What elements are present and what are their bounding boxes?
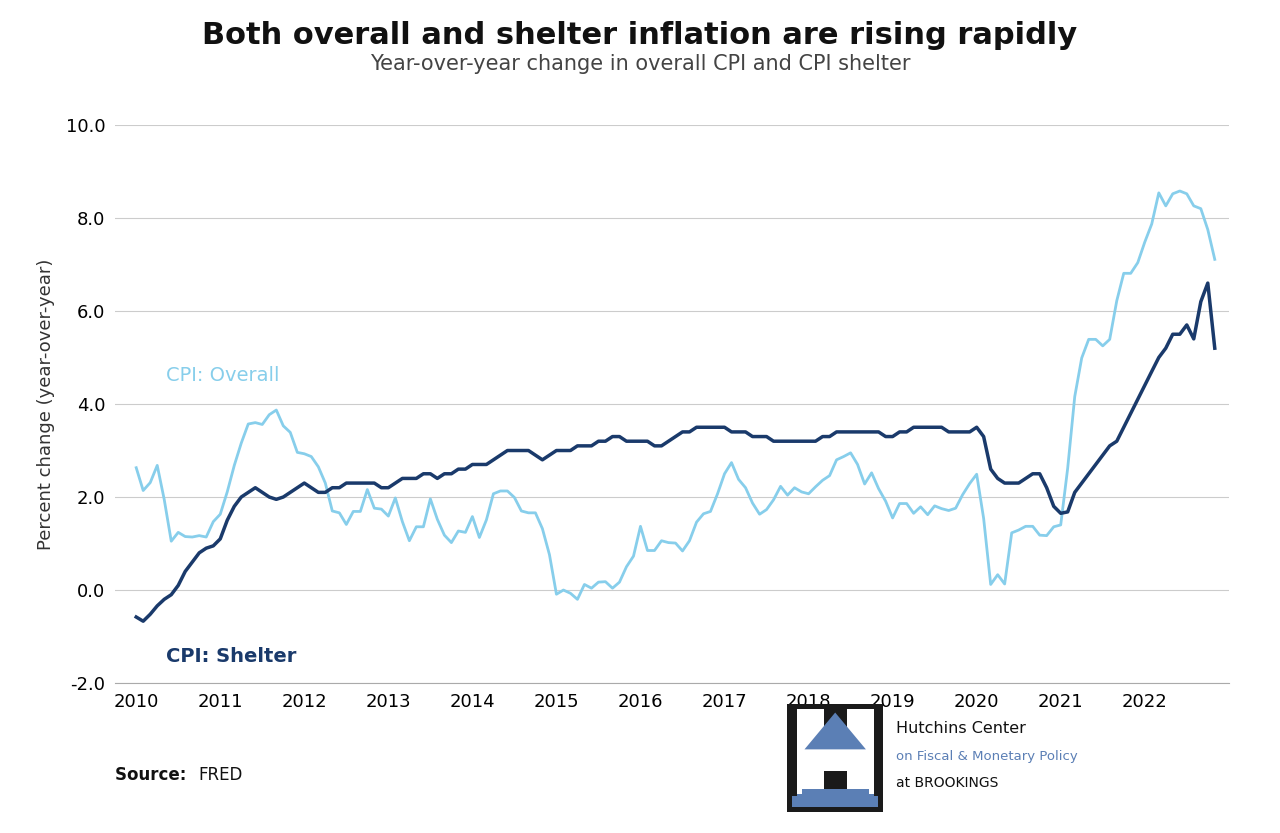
Bar: [796, 747, 874, 771]
Bar: [796, 794, 874, 801]
Bar: [847, 709, 874, 806]
Text: FRED: FRED: [198, 766, 243, 784]
Text: Source:: Source:: [115, 766, 192, 784]
Bar: [796, 709, 824, 806]
Text: on Fiscal & Monetary Policy: on Fiscal & Monetary Policy: [896, 750, 1078, 763]
Text: at BROOKINGS: at BROOKINGS: [896, 776, 998, 790]
Text: Both overall and shelter inflation are rising rapidly: Both overall and shelter inflation are r…: [202, 21, 1078, 50]
Text: CPI: Overall: CPI: Overall: [165, 366, 279, 385]
Bar: [801, 790, 869, 796]
Text: Hutchins Center: Hutchins Center: [896, 721, 1025, 736]
Text: Year-over-year change in overall CPI and CPI shelter: Year-over-year change in overall CPI and…: [370, 54, 910, 74]
Bar: [792, 796, 878, 806]
Polygon shape: [805, 712, 865, 750]
Text: CPI: Shelter: CPI: Shelter: [165, 647, 296, 666]
Y-axis label: Percent change (year-over-year): Percent change (year-over-year): [37, 258, 55, 550]
